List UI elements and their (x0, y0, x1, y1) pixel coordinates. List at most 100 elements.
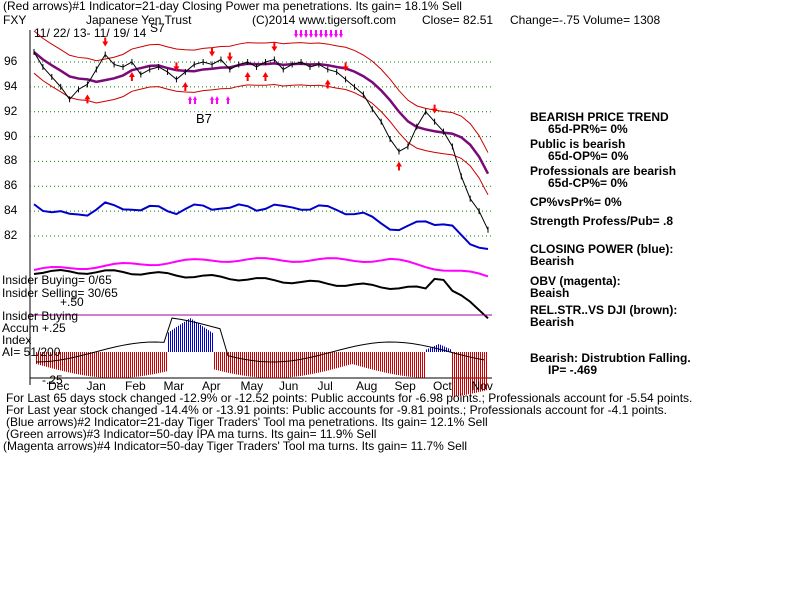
accum-bar (364, 352, 365, 368)
accum-bar (236, 352, 237, 375)
month-label: Jun (279, 379, 299, 393)
accum-bar (94, 352, 95, 377)
accum-bar (122, 352, 123, 378)
accum-bar (392, 352, 393, 375)
accum-bar (170, 331, 171, 352)
price-gridlines (30, 61, 492, 237)
accum-bar (322, 352, 323, 372)
close-price: Close= 82.51 (422, 13, 494, 27)
accum-bar (210, 331, 211, 352)
accum-bar (120, 352, 121, 378)
accum-bar (178, 325, 179, 352)
accum-bar (96, 352, 97, 378)
op-value: 65d-OP%= 0% (548, 149, 629, 163)
accum-bar (36, 352, 37, 364)
closing-power-line (33, 201, 489, 251)
month-label: May (240, 379, 264, 393)
accum-bar (114, 352, 115, 378)
accum-bar (350, 352, 351, 365)
ai-title-2: Accum +.25 (2, 321, 66, 335)
magenta-arrow (210, 96, 214, 104)
accum-bar (308, 352, 309, 375)
obv-label: OBV (magenta): (530, 274, 621, 288)
accum-bar (370, 352, 371, 370)
accum-bar (130, 352, 131, 378)
insider-selling: Insider Selling= 30/65 (2, 286, 118, 300)
accum-bar (300, 352, 301, 376)
accum-bar (336, 352, 337, 369)
accum-bar (76, 352, 77, 375)
magenta-arrow (304, 30, 308, 38)
accum-bar (402, 352, 403, 376)
accum-bar (228, 352, 229, 373)
accum-bar (230, 352, 231, 374)
accum-bar (226, 352, 227, 373)
accum-bar (328, 352, 329, 371)
magenta-arrow (339, 30, 343, 38)
accum-bar (132, 352, 133, 378)
accum-bar (172, 329, 173, 352)
accum-bar (460, 352, 461, 396)
month-label: Nov (471, 379, 493, 393)
month-label: Oct (433, 379, 452, 393)
price-tick-label: 94 (4, 78, 18, 93)
price-bands (33, 30, 490, 196)
accum-bar (118, 352, 119, 378)
accum-bar (290, 352, 291, 378)
accum-bar (314, 352, 315, 374)
magenta-arrow (309, 30, 313, 38)
accum-bar (254, 352, 255, 378)
accum-bar (212, 332, 213, 352)
date-range: 11/ 22/ 13- 11/ 19/ 14 (34, 26, 147, 40)
accum-bar (294, 352, 295, 377)
accum-bar (428, 348, 429, 352)
price-series (33, 49, 489, 233)
accum-bar (234, 352, 235, 375)
accum-bar (418, 352, 419, 378)
accum-bar (468, 352, 469, 395)
accum-bar (204, 327, 205, 352)
accum-bar (144, 352, 145, 376)
accum-bar (86, 352, 87, 376)
accum-bar (480, 352, 481, 392)
accum-bar (286, 352, 287, 378)
lower-band-line (33, 72, 489, 196)
accum-bar (408, 352, 409, 377)
month-label: Feb (125, 379, 146, 393)
accum-bar (318, 352, 319, 373)
pros-status: Professionals are bearish (530, 164, 677, 178)
buy-arrow (128, 72, 135, 81)
sell-arrow (431, 104, 438, 114)
magenta-arrow (324, 30, 328, 38)
accum-bar (354, 352, 355, 365)
s7-label: S7 (150, 21, 165, 35)
accum-bar (398, 352, 399, 376)
accum-bar (482, 352, 483, 392)
signal-arrows (84, 30, 438, 171)
accum-bar (244, 352, 245, 376)
accum-bar (414, 352, 415, 378)
accum-bar (388, 352, 389, 374)
closing-power-series (33, 201, 489, 320)
ai-value: AI= 51/200 (2, 345, 61, 359)
accum-bar (412, 352, 413, 378)
accum-bar (424, 352, 425, 378)
accum-bar (160, 352, 161, 373)
accum-bar (348, 352, 349, 365)
accum-bar (344, 352, 345, 367)
ai-plus50: +.50 (60, 295, 84, 309)
accum-bar (478, 352, 479, 393)
accum-bar (200, 324, 201, 352)
magenta-arrow (226, 96, 230, 104)
price-tick-label: 82 (4, 228, 18, 242)
accum-bar (404, 352, 405, 377)
accum-bar (442, 345, 443, 352)
price-tick-label: 90 (4, 128, 18, 143)
ip-value: IP= -.469 (548, 363, 598, 377)
accum-bar (342, 352, 343, 367)
accum-bar (124, 352, 125, 378)
accum-bar (156, 352, 157, 374)
magenta-arrow (299, 30, 303, 38)
accum-bar (326, 352, 327, 371)
accum-bar (434, 345, 435, 352)
